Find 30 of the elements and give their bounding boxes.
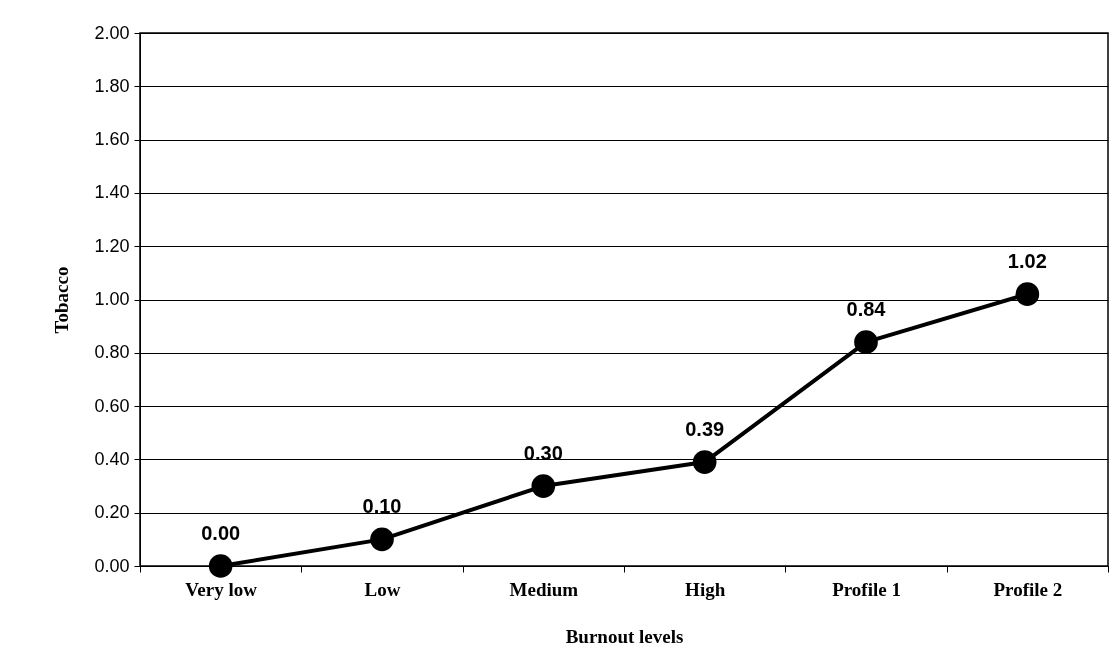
y-tick-label: 1.60 xyxy=(94,129,130,150)
y-tick-label: 0.80 xyxy=(94,342,130,363)
x-axis-title: Burnout levels xyxy=(565,625,684,647)
data-label: 0.00 xyxy=(201,522,241,544)
x-tick-label: Very low xyxy=(185,578,258,600)
point xyxy=(1015,282,1040,306)
y-tick-label: 2.00 xyxy=(94,22,130,43)
y-axis-title: Tobacco xyxy=(51,266,73,334)
y-tick-label: 0.20 xyxy=(94,502,130,523)
y-tick-label: 0.00 xyxy=(94,555,130,576)
point xyxy=(692,450,717,474)
y-tick-label: 0.60 xyxy=(94,395,130,416)
x-tick-label: High xyxy=(685,578,726,600)
point xyxy=(208,554,233,578)
y-tick-label: 1.40 xyxy=(94,182,130,203)
data-label: 0.10 xyxy=(362,495,402,518)
y-tick-label: 1.80 xyxy=(94,75,130,96)
y-tick-label: 1.00 xyxy=(94,289,130,309)
data-label: 0.84 xyxy=(846,298,887,321)
x-tick-label: Medium xyxy=(509,578,579,600)
data-label: 1.02 xyxy=(1007,250,1047,273)
point xyxy=(531,474,556,498)
x-tick-label: Profile 1 xyxy=(832,578,901,600)
y-tick-label: 1.20 xyxy=(94,235,130,256)
point xyxy=(370,527,394,552)
y-tick-label: 0.40 xyxy=(94,448,130,469)
x-tick-label: Profile 2 xyxy=(993,578,1063,600)
x-tick-label: Low xyxy=(364,578,401,600)
data-label: 0.39 xyxy=(685,418,725,441)
point xyxy=(854,330,878,354)
